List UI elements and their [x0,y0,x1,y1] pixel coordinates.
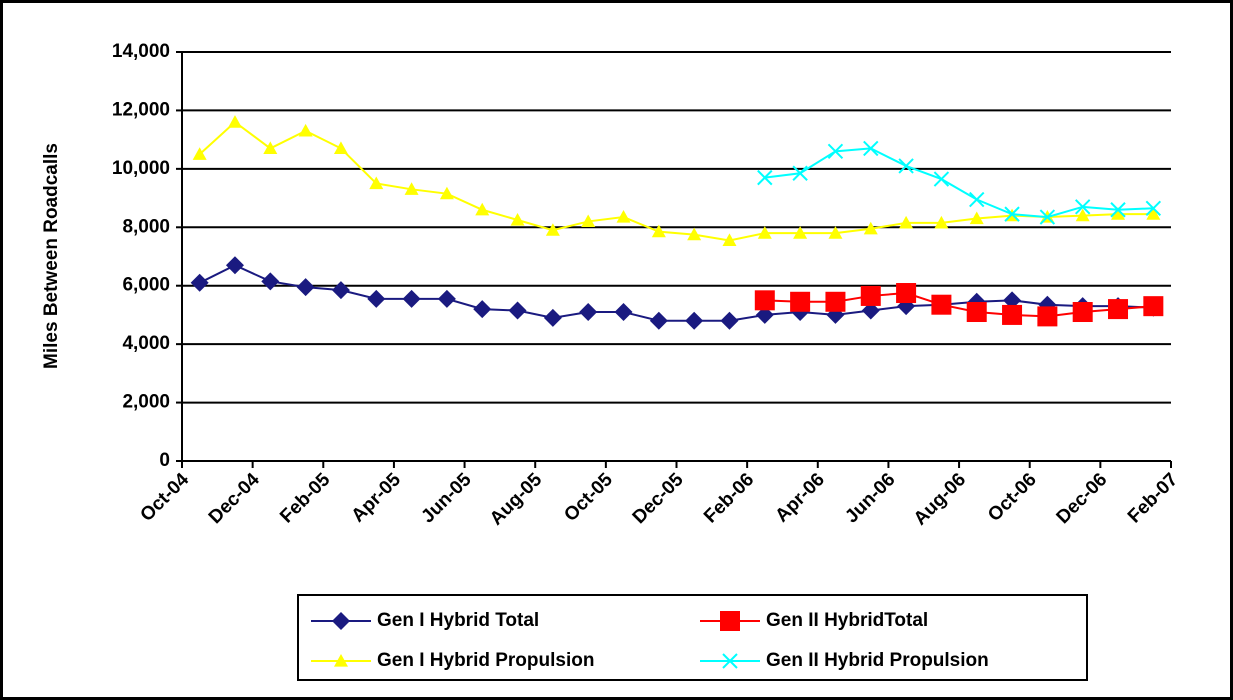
marker [651,224,666,238]
marker [722,233,737,247]
marker [755,305,774,324]
marker [757,226,772,239]
marker [825,291,846,312]
marker [685,311,704,330]
y-tick-label: 2,000 [122,392,170,413]
marker [1037,306,1058,327]
y-tick-label: 10,000 [112,158,170,179]
marker [1075,208,1090,222]
legend-marker [334,654,348,667]
legend-marker [332,612,350,630]
marker [1145,200,1162,217]
marker [969,191,985,208]
marker [1111,207,1126,220]
series-line [764,147,1154,219]
marker [827,143,844,160]
marker [863,140,879,157]
marker [545,223,560,236]
marker [581,214,596,228]
marker [896,283,917,304]
y-tick-label: 0 [159,450,170,471]
marker [402,289,421,308]
marker [1143,296,1164,317]
marker [404,182,419,195]
marker [475,202,490,216]
marker [1074,199,1091,215]
legend-marker [720,611,740,631]
y-tick-label: 14,000 [112,41,170,62]
legend-marker [722,653,738,669]
y-tick-label: 8,000 [122,216,170,237]
legend-label: Gen I Hybrid Propulsion [377,650,594,671]
marker [298,123,313,137]
marker [296,278,315,297]
marker [931,294,952,315]
marker [863,221,878,235]
marker [333,141,348,155]
marker [966,302,987,323]
marker [439,186,454,200]
marker [1003,291,1022,310]
marker [757,169,773,186]
marker [861,301,880,320]
marker [367,289,386,308]
y-tick-label: 4,000 [122,333,170,354]
marker [934,215,949,229]
legend-label: Gen II HybridTotal [766,610,928,631]
marker [437,289,456,308]
marker [543,308,562,327]
y-tick-label: 6,000 [122,275,170,296]
marker [792,165,808,181]
marker [190,273,209,292]
marker [754,290,775,311]
marker [473,300,492,319]
marker [933,171,950,187]
marker [508,301,527,320]
marker [616,210,631,223]
legend-label: Gen I Hybrid Total [377,610,539,631]
marker [369,176,384,190]
marker [579,303,598,322]
marker [898,158,914,174]
marker [1002,304,1023,325]
marker [510,212,525,226]
marker [1110,202,1126,218]
legend-label: Gen II Hybrid Propulsion [766,650,989,671]
marker [227,115,242,128]
marker [1108,299,1129,320]
marker [1072,302,1093,323]
y-tick-label: 12,000 [112,99,170,120]
y-axis-title: Miles Between Roadcalls [41,143,62,369]
marker [225,256,244,275]
marker [790,291,811,312]
marker [1039,209,1056,225]
marker [192,147,207,160]
marker [860,285,881,306]
marker [899,215,914,229]
marker [720,311,739,330]
series-line [198,120,1154,242]
marker [969,211,984,225]
marker [649,311,668,330]
series-line [199,264,1154,322]
marker [263,141,278,155]
marker [1146,207,1161,220]
marker [687,227,702,241]
marker [331,281,350,300]
marker [828,226,843,239]
marker [793,226,808,239]
marker [614,303,633,322]
marker [1004,206,1020,222]
marker [261,272,280,291]
legend [297,594,1088,681]
